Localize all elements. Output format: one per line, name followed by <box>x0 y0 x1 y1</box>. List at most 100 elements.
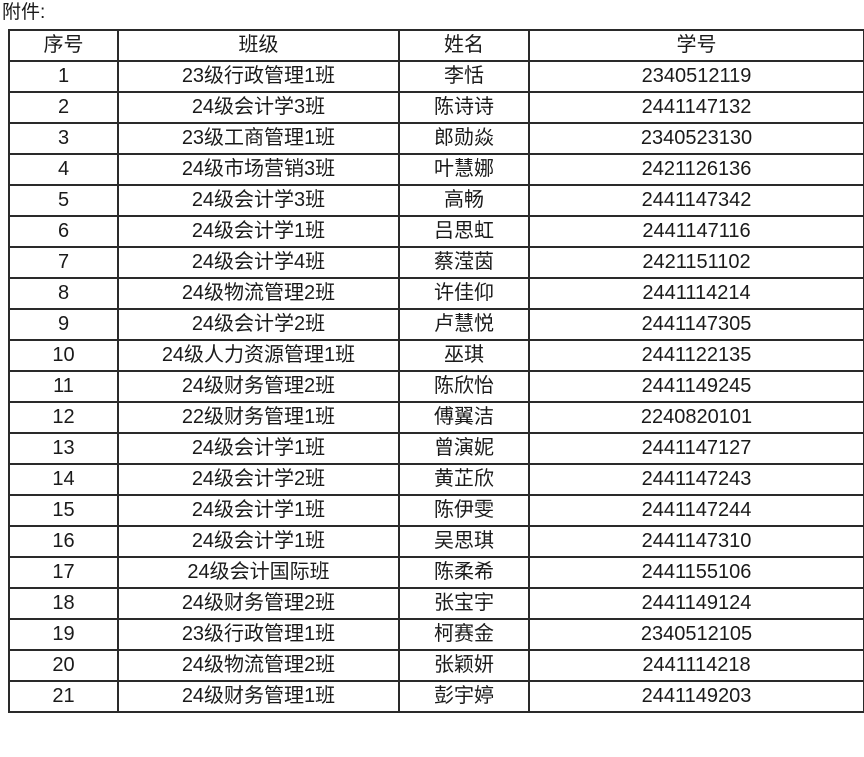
cell-name: 高畅 <box>398 184 530 217</box>
cell-name: 许佳仰 <box>398 277 530 310</box>
cell-index: 13 <box>8 432 119 465</box>
cell-class: 24级会计学4班 <box>117 246 400 279</box>
cell-index: 5 <box>8 184 119 217</box>
cell-student-id: 2441147342 <box>528 184 864 217</box>
cell-index: 21 <box>8 680 119 713</box>
header-index: 序号 <box>8 29 119 62</box>
cell-class: 24级人力资源管理1班 <box>117 339 400 372</box>
table-row: 1 23级行政管理1班 李恬 2340512119 <box>8 60 864 93</box>
cell-index: 6 <box>8 215 119 248</box>
cell-student-id: 2441147116 <box>528 215 864 248</box>
cell-class: 24级会计学1班 <box>117 215 400 248</box>
cell-class: 24级会计国际班 <box>117 556 400 589</box>
cell-student-id: 2340523130 <box>528 122 864 155</box>
cell-class: 24级物流管理2班 <box>117 649 400 682</box>
cell-index: 12 <box>8 401 119 434</box>
cell-student-id: 2441114214 <box>528 277 864 310</box>
cell-student-id: 2441155106 <box>528 556 864 589</box>
cell-index: 16 <box>8 525 119 558</box>
table-row: 7 24级会计学4班 蔡滢茵 2421151102 <box>8 246 864 279</box>
table-row: 2 24级会计学3班 陈诗诗 2441147132 <box>8 91 864 124</box>
cell-name: 陈柔希 <box>398 556 530 589</box>
table-row: 8 24级物流管理2班 许佳仰 2441114214 <box>8 277 864 310</box>
table-row: 15 24级会计学1班 陈伊雯 2441147244 <box>8 494 864 527</box>
student-table: 序号 班级 姓名 学号 1 23级行政管理1班 李恬 2340512119 2 24级会计… <box>8 29 864 713</box>
cell-class: 24级会计学2班 <box>117 308 400 341</box>
cell-index: 9 <box>8 308 119 341</box>
table-row: 4 24级市场营销3班 叶慧娜 2421126136 <box>8 153 864 186</box>
table-row: 9 24级会计学2班 卢慧悦 2441147305 <box>8 308 864 341</box>
cell-name: 吴思琪 <box>398 525 530 558</box>
cell-class: 23级工商管理1班 <box>117 122 400 155</box>
cell-index: 10 <box>8 339 119 372</box>
cell-class: 24级会计学3班 <box>117 91 400 124</box>
cell-name: 张宝宇 <box>398 587 530 620</box>
cell-name: 陈欣怡 <box>398 370 530 403</box>
cell-student-id: 2441122135 <box>528 339 864 372</box>
cell-name: 李恬 <box>398 60 530 93</box>
table-row: 21 24级财务管理1班 彭宇婷 2441149203 <box>8 680 864 713</box>
cell-student-id: 2421151102 <box>528 246 864 279</box>
cell-student-id: 2441114218 <box>528 649 864 682</box>
cell-student-id: 2441147310 <box>528 525 864 558</box>
table-row: 13 24级会计学1班 曾演妮 2441147127 <box>8 432 864 465</box>
cell-student-id: 2441147244 <box>528 494 864 527</box>
cell-index: 19 <box>8 618 119 651</box>
cell-student-id: 2441147127 <box>528 432 864 465</box>
header-name: 姓名 <box>398 29 530 62</box>
table-row: 14 24级会计学2班 黄芷欣 2441147243 <box>8 463 864 496</box>
cell-class: 24级财务管理2班 <box>117 587 400 620</box>
table-row: 10 24级人力资源管理1班 巫琪 2441122135 <box>8 339 864 372</box>
cell-index: 17 <box>8 556 119 589</box>
cell-student-id: 2240820101 <box>528 401 864 434</box>
cell-class: 24级会计学1班 <box>117 494 400 527</box>
cell-index: 11 <box>8 370 119 403</box>
cell-name: 郎勋焱 <box>398 122 530 155</box>
cell-class: 24级会计学1班 <box>117 432 400 465</box>
cell-index: 18 <box>8 587 119 620</box>
cell-student-id: 2421126136 <box>528 153 864 186</box>
cell-student-id: 2441149245 <box>528 370 864 403</box>
cell-name: 卢慧悦 <box>398 308 530 341</box>
cell-name: 吕思虹 <box>398 215 530 248</box>
header-class: 班级 <box>117 29 400 62</box>
cell-name: 陈诗诗 <box>398 91 530 124</box>
cell-index: 2 <box>8 91 119 124</box>
cell-name: 柯赛金 <box>398 618 530 651</box>
cell-name: 巫琪 <box>398 339 530 372</box>
cell-student-id: 2441147132 <box>528 91 864 124</box>
table-row: 19 23级行政管理1班 柯赛金 2340512105 <box>8 618 864 651</box>
cell-student-id: 2441147243 <box>528 463 864 496</box>
cell-name: 蔡滢茵 <box>398 246 530 279</box>
table-row: 11 24级财务管理2班 陈欣怡 2441149245 <box>8 370 864 403</box>
table-row: 3 23级工商管理1班 郎勋焱 2340523130 <box>8 122 864 155</box>
table-row: 16 24级会计学1班 吴思琪 2441147310 <box>8 525 864 558</box>
table-row: 20 24级物流管理2班 张颖妍 2441114218 <box>8 649 864 682</box>
cell-index: 14 <box>8 463 119 496</box>
cell-class: 23级行政管理1班 <box>117 60 400 93</box>
cell-class: 22级财务管理1班 <box>117 401 400 434</box>
table-row: 5 24级会计学3班 高畅 2441147342 <box>8 184 864 217</box>
cell-class: 24级财务管理1班 <box>117 680 400 713</box>
table-row: 6 24级会计学1班 吕思虹 2441147116 <box>8 215 864 248</box>
cell-student-id: 2441149203 <box>528 680 864 713</box>
cell-index: 20 <box>8 649 119 682</box>
cell-name: 叶慧娜 <box>398 153 530 186</box>
cell-class: 23级行政管理1班 <box>117 618 400 651</box>
table-row: 17 24级会计国际班 陈柔希 2441155106 <box>8 556 864 589</box>
header-student-id: 学号 <box>528 29 864 62</box>
cell-class: 24级财务管理2班 <box>117 370 400 403</box>
attachment-caption: 附件: <box>2 2 46 23</box>
cell-name: 张颖妍 <box>398 649 530 682</box>
cell-class: 24级物流管理2班 <box>117 277 400 310</box>
cell-index: 8 <box>8 277 119 310</box>
cell-index: 4 <box>8 153 119 186</box>
cell-class: 24级会计学1班 <box>117 525 400 558</box>
table-header-row: 序号 班级 姓名 学号 <box>8 29 864 62</box>
cell-student-id: 2340512119 <box>528 60 864 93</box>
cell-index: 15 <box>8 494 119 527</box>
cell-index: 3 <box>8 122 119 155</box>
table-row: 12 22级财务管理1班 傅翼洁 2240820101 <box>8 401 864 434</box>
cell-class: 24级会计学3班 <box>117 184 400 217</box>
cell-student-id: 2340512105 <box>528 618 864 651</box>
